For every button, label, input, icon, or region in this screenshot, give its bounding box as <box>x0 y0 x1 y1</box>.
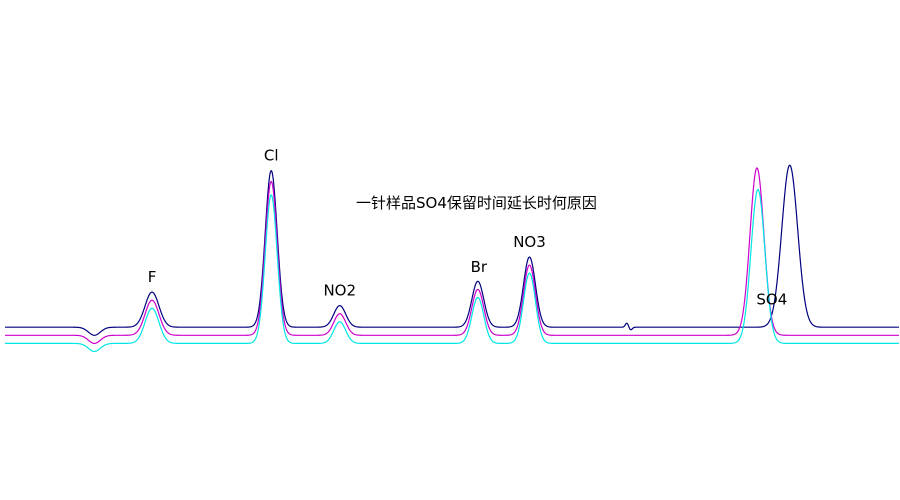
peak-labels: F Cl NO2 Br NO3 SO4 <box>148 147 788 309</box>
peak-label-so4: SO4 <box>756 290 787 308</box>
peak-label-no3: NO3 <box>513 233 546 251</box>
trace-line-1 <box>4 164 900 336</box>
peak-label-f: F <box>148 268 157 286</box>
trace-line-3 <box>4 188 900 353</box>
peak-label-no2: NO2 <box>323 282 356 300</box>
trace-line-2 <box>4 167 900 344</box>
chromatogram-traces <box>4 164 900 353</box>
chart-annotation: 一针样品SO4保留时间延长时何原因 <box>356 194 597 212</box>
peak-label-br: Br <box>471 258 488 276</box>
peak-label-cl: Cl <box>264 147 279 165</box>
